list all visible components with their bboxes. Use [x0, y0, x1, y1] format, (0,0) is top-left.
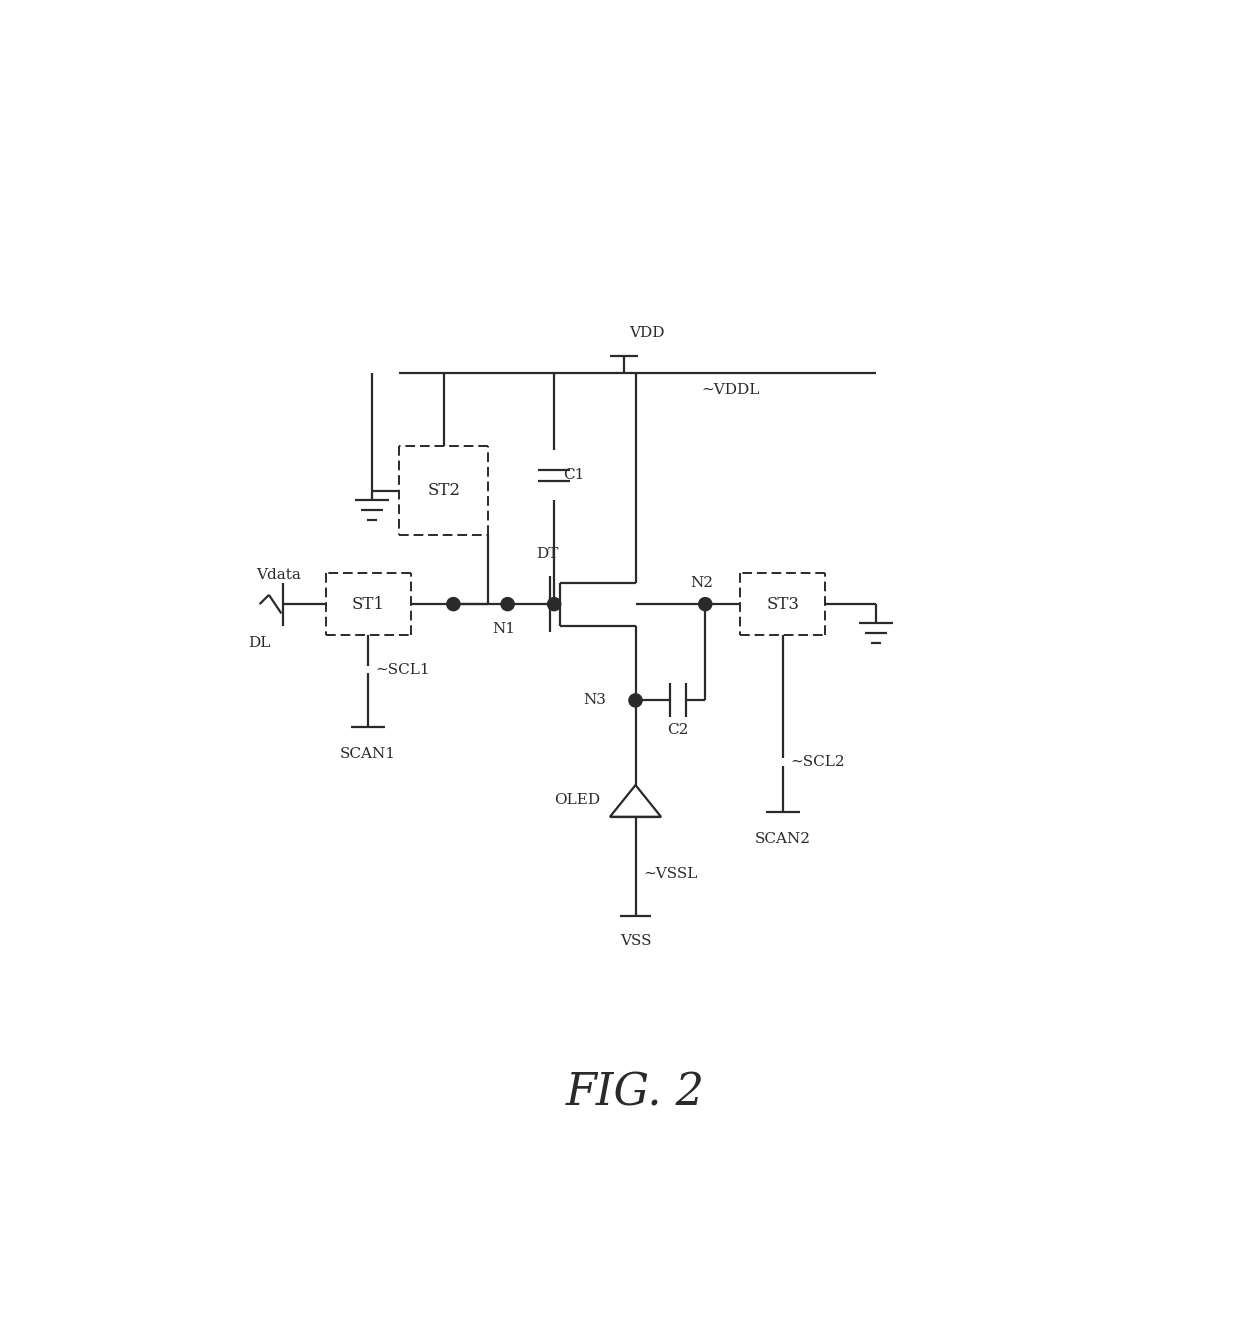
Text: SCAN1: SCAN1 [340, 747, 396, 762]
Text: ST3: ST3 [766, 595, 800, 613]
Circle shape [548, 598, 560, 610]
Text: N2: N2 [689, 575, 713, 590]
Text: DT: DT [536, 547, 559, 561]
Text: C2: C2 [667, 723, 688, 737]
Circle shape [698, 598, 712, 610]
Text: N1: N1 [492, 622, 516, 635]
Circle shape [629, 694, 642, 707]
Text: DL: DL [248, 635, 270, 650]
Text: FIG. 2: FIG. 2 [565, 1071, 706, 1115]
Text: SCAN2: SCAN2 [755, 832, 811, 846]
Text: VSS: VSS [620, 934, 651, 947]
Text: N3: N3 [583, 694, 606, 707]
Text: ST2: ST2 [428, 482, 460, 500]
Text: ∼SCL2: ∼SCL2 [791, 755, 846, 769]
Text: VDD: VDD [629, 326, 665, 340]
Text: C1: C1 [563, 468, 585, 482]
Text: Vdata: Vdata [255, 567, 300, 582]
Text: OLED: OLED [554, 794, 600, 807]
Text: ∼VDDL: ∼VDDL [702, 384, 760, 397]
Text: ST1: ST1 [352, 595, 384, 613]
Text: ∼SCL1: ∼SCL1 [376, 662, 430, 677]
Circle shape [446, 598, 460, 610]
Text: ∼VSSL: ∼VSSL [644, 867, 698, 880]
Circle shape [501, 598, 515, 610]
